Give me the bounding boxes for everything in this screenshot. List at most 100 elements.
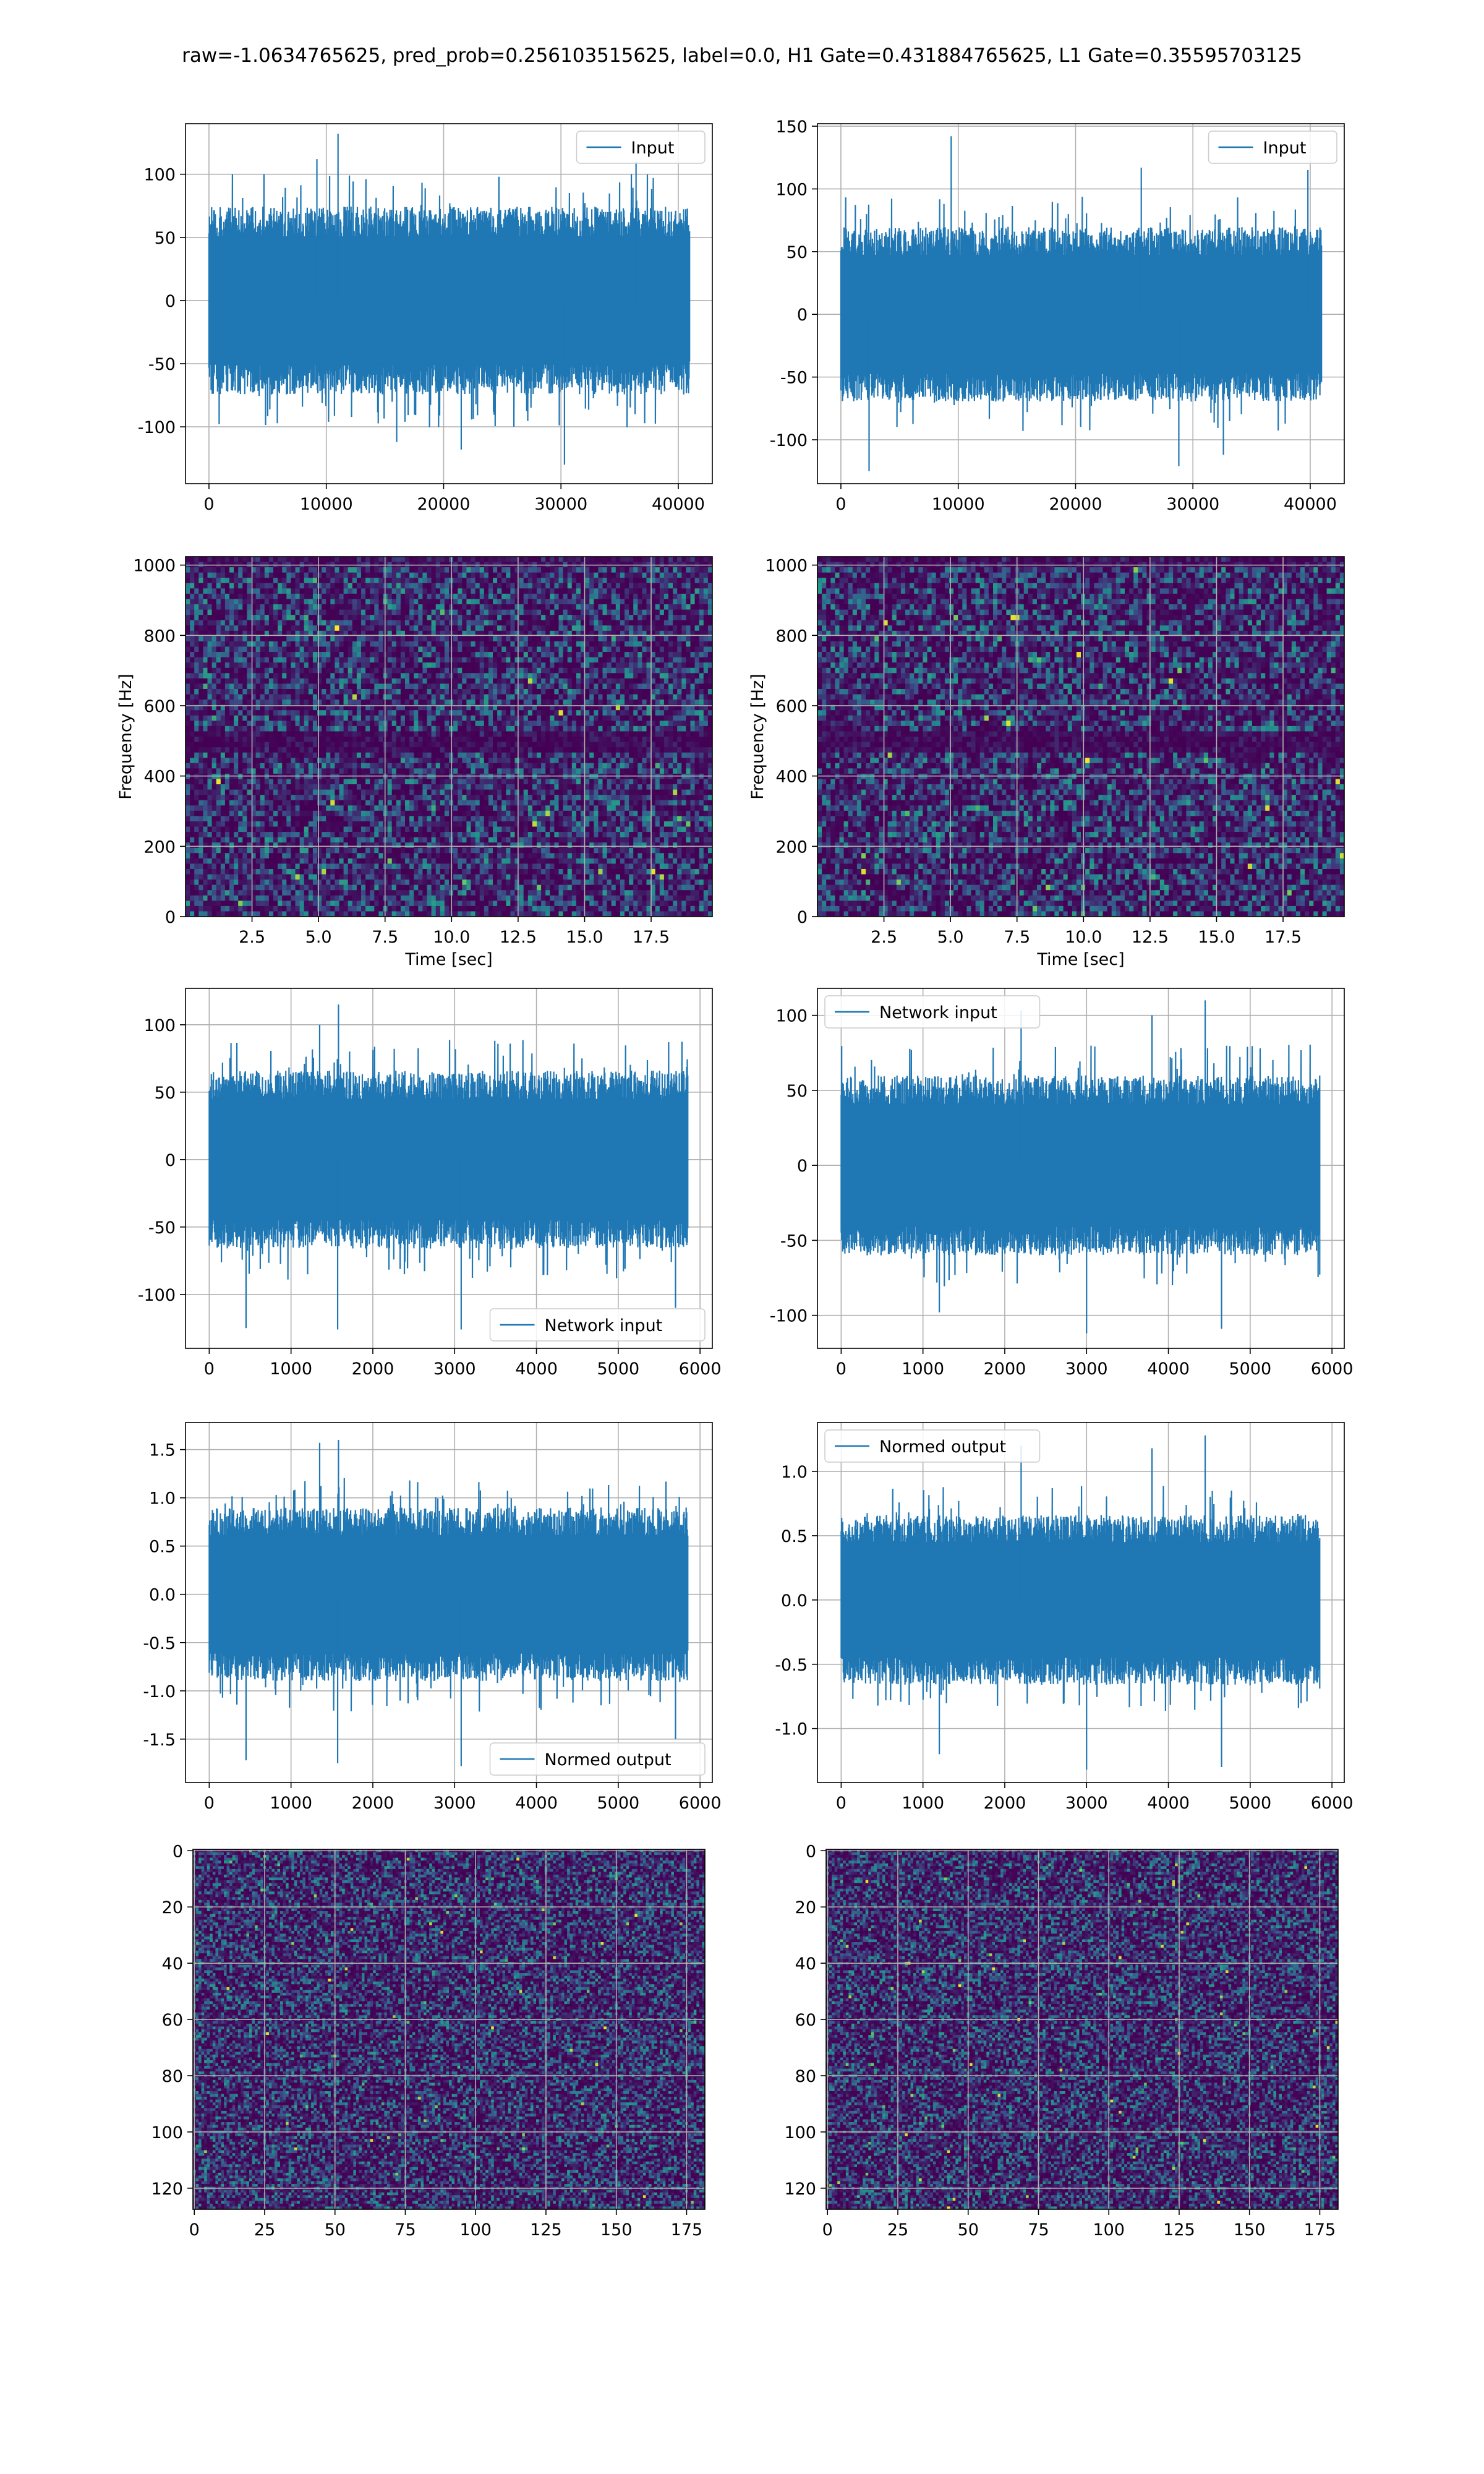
y-tick-label: 0 (797, 1157, 808, 1176)
x-tick-label: 3000 (1065, 1359, 1108, 1379)
y-tick-label: -1.5 (143, 1731, 176, 1750)
x-tick-label: 50 (958, 2220, 979, 2240)
x-tick-label: 5000 (1229, 1359, 1271, 1379)
panel-h1_spectrogram: 2.5 5.0 7.5 10.0 12.5 15.0 17.5020040060080010… (116, 557, 713, 969)
y-tick-label: 50 (787, 1082, 808, 1101)
y-tick-label: 60 (795, 2011, 816, 2030)
y-tick-label: 0 (797, 306, 808, 325)
x-tick-label: 1000 (902, 1359, 944, 1379)
legend-label: Normed output (879, 1437, 1006, 1457)
x-tick-label: 20000 (1049, 495, 1102, 514)
x-tick-label: 4000 (515, 1359, 558, 1379)
y-tick-label: 50 (155, 1084, 176, 1103)
x-tick-label: 175 (1304, 2220, 1336, 2240)
y-tick-label: -100 (138, 1286, 176, 1305)
y-tick-label: 200 (775, 837, 808, 857)
x-tick-label: 15.0 (1198, 928, 1235, 947)
x-tick-label: 175 (671, 2220, 703, 2240)
x-tick-label: 1000 (270, 1359, 312, 1379)
x-tick-label: 4000 (1147, 1359, 1190, 1379)
heatmap-cells (817, 557, 1345, 917)
x-tick-label: 2000 (352, 1359, 394, 1379)
y-tick-label: 800 (775, 627, 808, 646)
y-tick-label: 0 (797, 908, 808, 927)
x-tick-label: 6000 (1311, 1359, 1354, 1379)
x-tick-label: 125 (1163, 2220, 1195, 2240)
x-tick-label: 3000 (433, 1359, 476, 1379)
y-tick-label: 200 (143, 837, 176, 857)
x-tick-label: 15.0 (566, 928, 603, 947)
legend-label: Network input (879, 1003, 997, 1022)
x-tick-label: 0 (836, 1794, 846, 1813)
x-tick-label: 0 (204, 1794, 215, 1813)
y-tick-label: 0 (806, 1842, 816, 1861)
x-tick-label: 6000 (679, 1794, 722, 1813)
x-tick-label: 25 (254, 2220, 275, 2240)
x-tick-label: 7.5 (372, 928, 398, 947)
x-tick-label: 40000 (652, 495, 705, 514)
x-tick-label: 1000 (902, 1794, 944, 1813)
x-tick-label: 20000 (417, 495, 471, 514)
figure-title: raw=-1.0634765625, pred_prob=0.256103515… (182, 45, 1302, 67)
x-tick-label: 2.5 (871, 928, 897, 947)
y-tick-label: 100 (151, 2123, 183, 2142)
x-tick-label: 10000 (300, 495, 353, 514)
y-tick-label: 100 (143, 1016, 176, 1035)
series-body (209, 1099, 688, 1221)
x-tick-label: 4000 (1147, 1794, 1190, 1813)
series-body (841, 1542, 1320, 1658)
y-tick-label: 0.0 (149, 1586, 176, 1605)
x-tick-label: 75 (1028, 2220, 1049, 2240)
legend: Normed output (490, 1743, 706, 1775)
x-tick-label: 4000 (515, 1794, 558, 1813)
x-axis-label: Time [sec] (404, 950, 492, 969)
y-tick-label: 600 (143, 697, 176, 716)
x-tick-label: 10.0 (1065, 928, 1102, 947)
legend: Input (1209, 131, 1337, 163)
y-tick-label: -1.0 (143, 1682, 176, 1701)
x-tick-label: 150 (600, 2220, 633, 2240)
y-tick-label: 1000 (133, 557, 176, 576)
x-tick-label: 2000 (984, 1794, 1026, 1813)
y-tick-label: 0.5 (149, 1538, 176, 1557)
x-tick-label: 100 (1093, 2220, 1125, 2240)
y-tick-label: 800 (143, 627, 176, 646)
y-tick-label: 400 (143, 768, 176, 787)
legend-label: Input (631, 139, 675, 158)
y-tick-label: 80 (162, 2067, 183, 2086)
x-tick-label: 2.5 (239, 928, 265, 947)
x-tick-label: 12.5 (1132, 928, 1169, 947)
y-tick-label: -50 (148, 1218, 176, 1238)
x-tick-label: 25 (887, 2220, 908, 2240)
y-tick-label: 120 (151, 2180, 183, 2199)
panel-l1_spectrogram: 2.5 5.0 7.5 10.0 12.5 15.0 17.5020040060080010… (748, 557, 1345, 969)
x-tick-label: 5.0 (305, 928, 332, 947)
x-tick-label: 10.0 (433, 928, 470, 947)
y-tick-label: 20 (795, 1898, 816, 1917)
x-tick-label: 2000 (352, 1794, 394, 1813)
x-tick-label: 1000 (270, 1794, 312, 1813)
legend: Input (577, 131, 706, 163)
y-tick-label: 150 (775, 118, 808, 137)
x-tick-label: 0 (836, 1359, 846, 1379)
y-tick-label: -0.5 (775, 1656, 808, 1675)
x-tick-label: 17.5 (1264, 928, 1302, 947)
x-tick-label: 3000 (1065, 1794, 1108, 1813)
x-tick-label: 0 (189, 2220, 200, 2240)
x-tick-label: 17.5 (633, 928, 670, 947)
x-tick-label: 125 (530, 2220, 562, 2240)
x-tick-label: 3000 (433, 1794, 476, 1813)
series-body (209, 236, 689, 365)
y-tick-label: 0 (165, 908, 176, 927)
x-tick-label: 0 (822, 2220, 833, 2240)
legend-label: Normed output (545, 1750, 672, 1770)
y-tick-label: 100 (775, 180, 808, 199)
x-tick-label: 0 (203, 495, 214, 514)
y-tick-label: 20 (162, 1898, 183, 1917)
